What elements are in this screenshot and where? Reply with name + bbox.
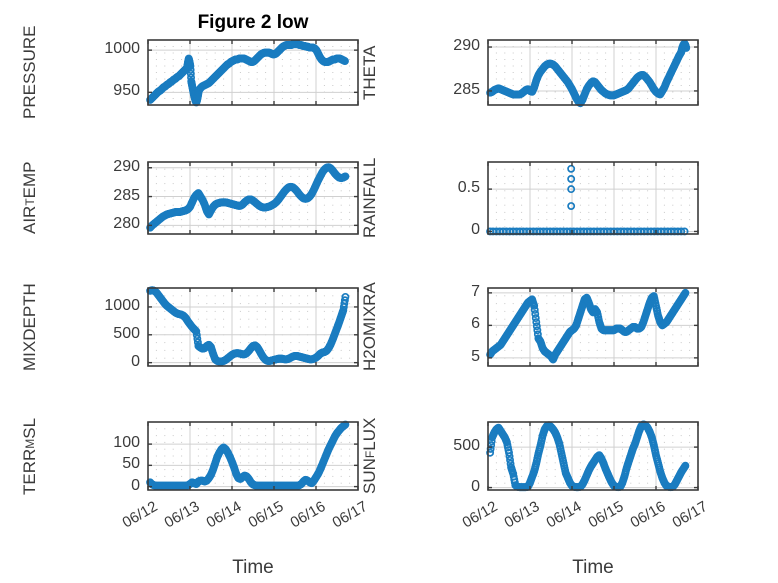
data-series [146,40,349,107]
tick-marks [147,288,359,366]
y-tick-label-mixdepth: 1000 [104,296,140,314]
data-series [486,288,690,364]
y-tick-label-mixdepth: 0 [131,352,140,370]
x-axis-label: Time [572,557,614,578]
y-tick-label-theta: 290 [453,37,480,55]
y-axis-label-mixdepth: MIXDEPTH [20,283,39,371]
minor-grid [495,295,691,359]
major-grid [488,288,698,366]
y-axis-label-terr_msl: TERRMSL [20,417,39,495]
minor-grid [495,46,691,99]
major-grid [148,288,358,366]
y-tick-label-terr_msl: 100 [113,434,140,452]
data-series [146,420,350,490]
y-tick-label-pressure: 1000 [104,40,140,58]
figure-title: Figure 2 low [197,12,309,33]
y-axis-label-rainfall: RAINFALL [360,157,379,239]
y-axis-label-pressure: PRESSURE [20,25,39,119]
y-tick-label-rainfall: 0 [471,221,480,239]
x-axis-label: Time [232,557,274,578]
major-grid [148,40,358,105]
minor-grid [155,428,351,484]
tick-marks [147,422,359,490]
y-axis-label-subscript: T [23,198,37,206]
major-grid [488,422,698,490]
y-axis-label-h2omixra: H2OMIXRA [360,282,379,372]
y-tick-label-pressure: 950 [113,82,140,100]
y-tick-label-h2omixra: 5 [471,347,480,365]
tick-marks [487,40,699,105]
y-tick-label-air_temp: 280 [113,215,140,233]
y-axis-label-subscript: F [363,450,377,459]
minor-grid [155,295,351,359]
tick-marks [147,40,359,105]
minor-grid [495,168,691,228]
major-grid [488,162,698,234]
y-tick-label-sun_flux: 0 [471,477,480,495]
minor-grid [155,46,351,99]
minor-grid [495,428,691,484]
y-tick-label-h2omixra: 7 [471,282,480,300]
tick-marks [487,288,699,366]
y-tick-label-air_temp: 290 [113,157,140,175]
major-grid [488,40,698,105]
y-axis-label-subscript: M [23,438,37,449]
y-tick-label-terr_msl: 0 [131,476,140,494]
tick-marks [147,162,359,234]
y-tick-label-sun_flux: 500 [453,437,480,455]
y-axis-label-sun_flux: SUNFLUX [360,417,379,495]
y-tick-label-terr_msl: 50 [122,455,140,473]
data-series [486,39,691,108]
minor-grid [155,168,351,228]
y-tick-label-mixdepth: 500 [113,324,140,342]
y-axis-label-air_temp: AIRTEMP [20,161,39,235]
major-grid [148,422,358,490]
y-tick-label-rainfall: 0.5 [457,179,480,197]
data-series [486,420,690,492]
y-tick-label-air_temp: 285 [113,186,140,204]
y-axis-label-theta: THETA [360,45,379,100]
data-series [146,163,350,232]
major-grid [148,162,358,234]
data-series [146,286,350,366]
tick-marks [487,162,699,234]
y-tick-label-theta: 285 [453,80,480,98]
tick-marks [487,422,699,490]
y-tick-label-h2omixra: 6 [471,315,480,333]
data-series [486,164,689,236]
